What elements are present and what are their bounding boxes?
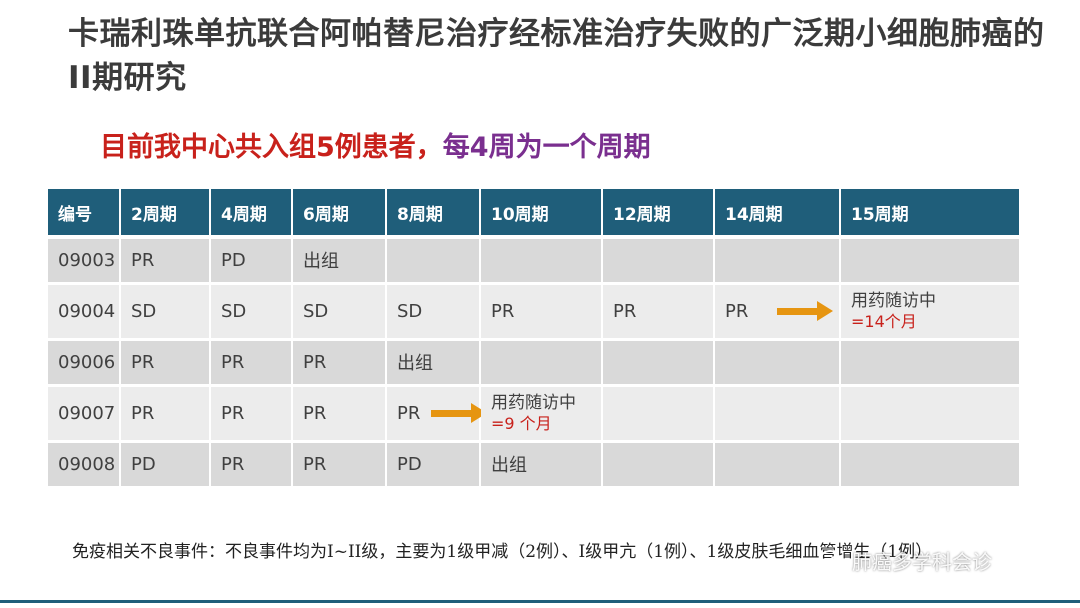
patient-id: 09007 <box>48 385 121 443</box>
table-cell: SD <box>210 283 293 341</box>
table-cell: PR <box>714 283 841 341</box>
followup-duration: =14个月 <box>851 312 917 331</box>
table-row: 09008 PD PR PR PD 出组 <box>48 441 1019 489</box>
table-cell <box>714 441 841 489</box>
header-cycle-6: 6周期 <box>292 189 387 239</box>
table-cell: PD <box>120 441 211 489</box>
table-cell <box>602 441 715 489</box>
table-cell: PR <box>120 339 211 387</box>
table-header-row: 编号 2周期 4周期 6周期 8周期 10周期 12周期 14周期 15周期 <box>48 189 1019 239</box>
table-cell <box>840 385 1019 443</box>
wechat-icon <box>820 550 846 570</box>
table-cell <box>480 237 603 285</box>
subtitle-enrollment: 目前我中心共入组5例患者， <box>100 132 443 163</box>
header-cycle-12: 12周期 <box>602 189 715 239</box>
followup-status: 用药随访中 <box>851 291 936 311</box>
header-cycle-14: 14周期 <box>714 189 841 239</box>
followup-status: 用药随访中 <box>491 393 576 413</box>
table-row: 09006 PR PR PR 出组 <box>48 339 1019 387</box>
table-cell <box>386 237 481 285</box>
table-cell-value: PR <box>725 300 749 322</box>
table-cell: PR <box>120 385 211 443</box>
table-cell-value: PR <box>397 402 421 424</box>
watermark-text: 肺癌多学科会诊 <box>852 549 992 574</box>
header-cycle-4: 4周期 <box>210 189 293 239</box>
followup-note: 用药随访中 =9 个月 <box>480 385 603 443</box>
table-cell: PR <box>480 283 603 341</box>
slide-title: 卡瑞利珠单抗联合阿帕替尼治疗经标准治疗失败的广泛期小细胞肺癌的II期研究 <box>68 16 1045 96</box>
header-cycle-10: 10周期 <box>480 189 603 239</box>
table-cell <box>714 237 841 285</box>
patient-id: 09004 <box>48 283 121 341</box>
table-cell <box>840 339 1019 387</box>
table-row: 09007 PR PR PR PR 用药随访中 =9 个月 <box>48 385 1019 443</box>
table-cell: PR <box>602 283 715 341</box>
table-cell: PR <box>210 441 293 489</box>
table-cell: PR <box>292 339 387 387</box>
table-cell: 出组 <box>386 339 481 387</box>
table-cell: SD <box>120 283 211 341</box>
table-cell: PD <box>210 237 293 285</box>
table-cell <box>840 441 1019 489</box>
adverse-events-note: 免疫相关不良事件：不良事件均为I~II级，主要为1级甲减（2例）、I级甲亢（1例… <box>72 542 933 562</box>
table-cell: PR <box>386 385 487 443</box>
table-cell: 出组 <box>292 237 387 285</box>
table-row: 09003 PR PD 出组 <box>48 237 1019 285</box>
table-cell: PR <box>210 385 293 443</box>
table-cell <box>602 339 715 387</box>
table-cell: PR <box>210 339 293 387</box>
followup-note: 用药随访中 =14个月 <box>840 283 1019 341</box>
wechat-watermark: 肺癌多学科会诊 <box>820 546 992 574</box>
table-cell: 出组 <box>480 441 603 489</box>
table-cell: PR <box>292 441 387 489</box>
header-cycle-8: 8周期 <box>386 189 481 239</box>
patient-response-table: 编号 2周期 4周期 6周期 8周期 10周期 12周期 14周期 15周期 0… <box>48 189 1019 489</box>
table-cell: PR <box>120 237 211 285</box>
table-cell <box>714 385 841 443</box>
table-cell: SD <box>386 283 481 341</box>
table-cell <box>480 339 603 387</box>
header-cycle-2: 2周期 <box>120 189 211 239</box>
table-cell <box>840 237 1019 285</box>
patient-id: 09003 <box>48 237 121 285</box>
header-id: 编号 <box>48 189 121 239</box>
slide-subtitle: 目前我中心共入组5例患者，每4周为一个周期 <box>100 128 651 168</box>
followup-duration: =9 个月 <box>491 414 552 433</box>
header-cycle-15: 15周期 <box>840 189 1019 239</box>
subtitle-cycle: 每4周为一个周期 <box>442 132 651 163</box>
bottom-divider <box>0 600 1080 603</box>
table-cell: PR <box>292 385 387 443</box>
table-cell <box>602 237 715 285</box>
table-cell <box>714 339 841 387</box>
table-cell: SD <box>292 283 387 341</box>
patient-id: 09006 <box>48 339 121 387</box>
table-row: 09004 SD SD SD SD PR PR PR 用药随访中 =14个月 <box>48 283 1019 341</box>
table-cell: PD <box>386 441 481 489</box>
arrow-right-icon <box>777 299 835 323</box>
patient-id: 09008 <box>48 441 121 489</box>
table-cell <box>602 385 715 443</box>
